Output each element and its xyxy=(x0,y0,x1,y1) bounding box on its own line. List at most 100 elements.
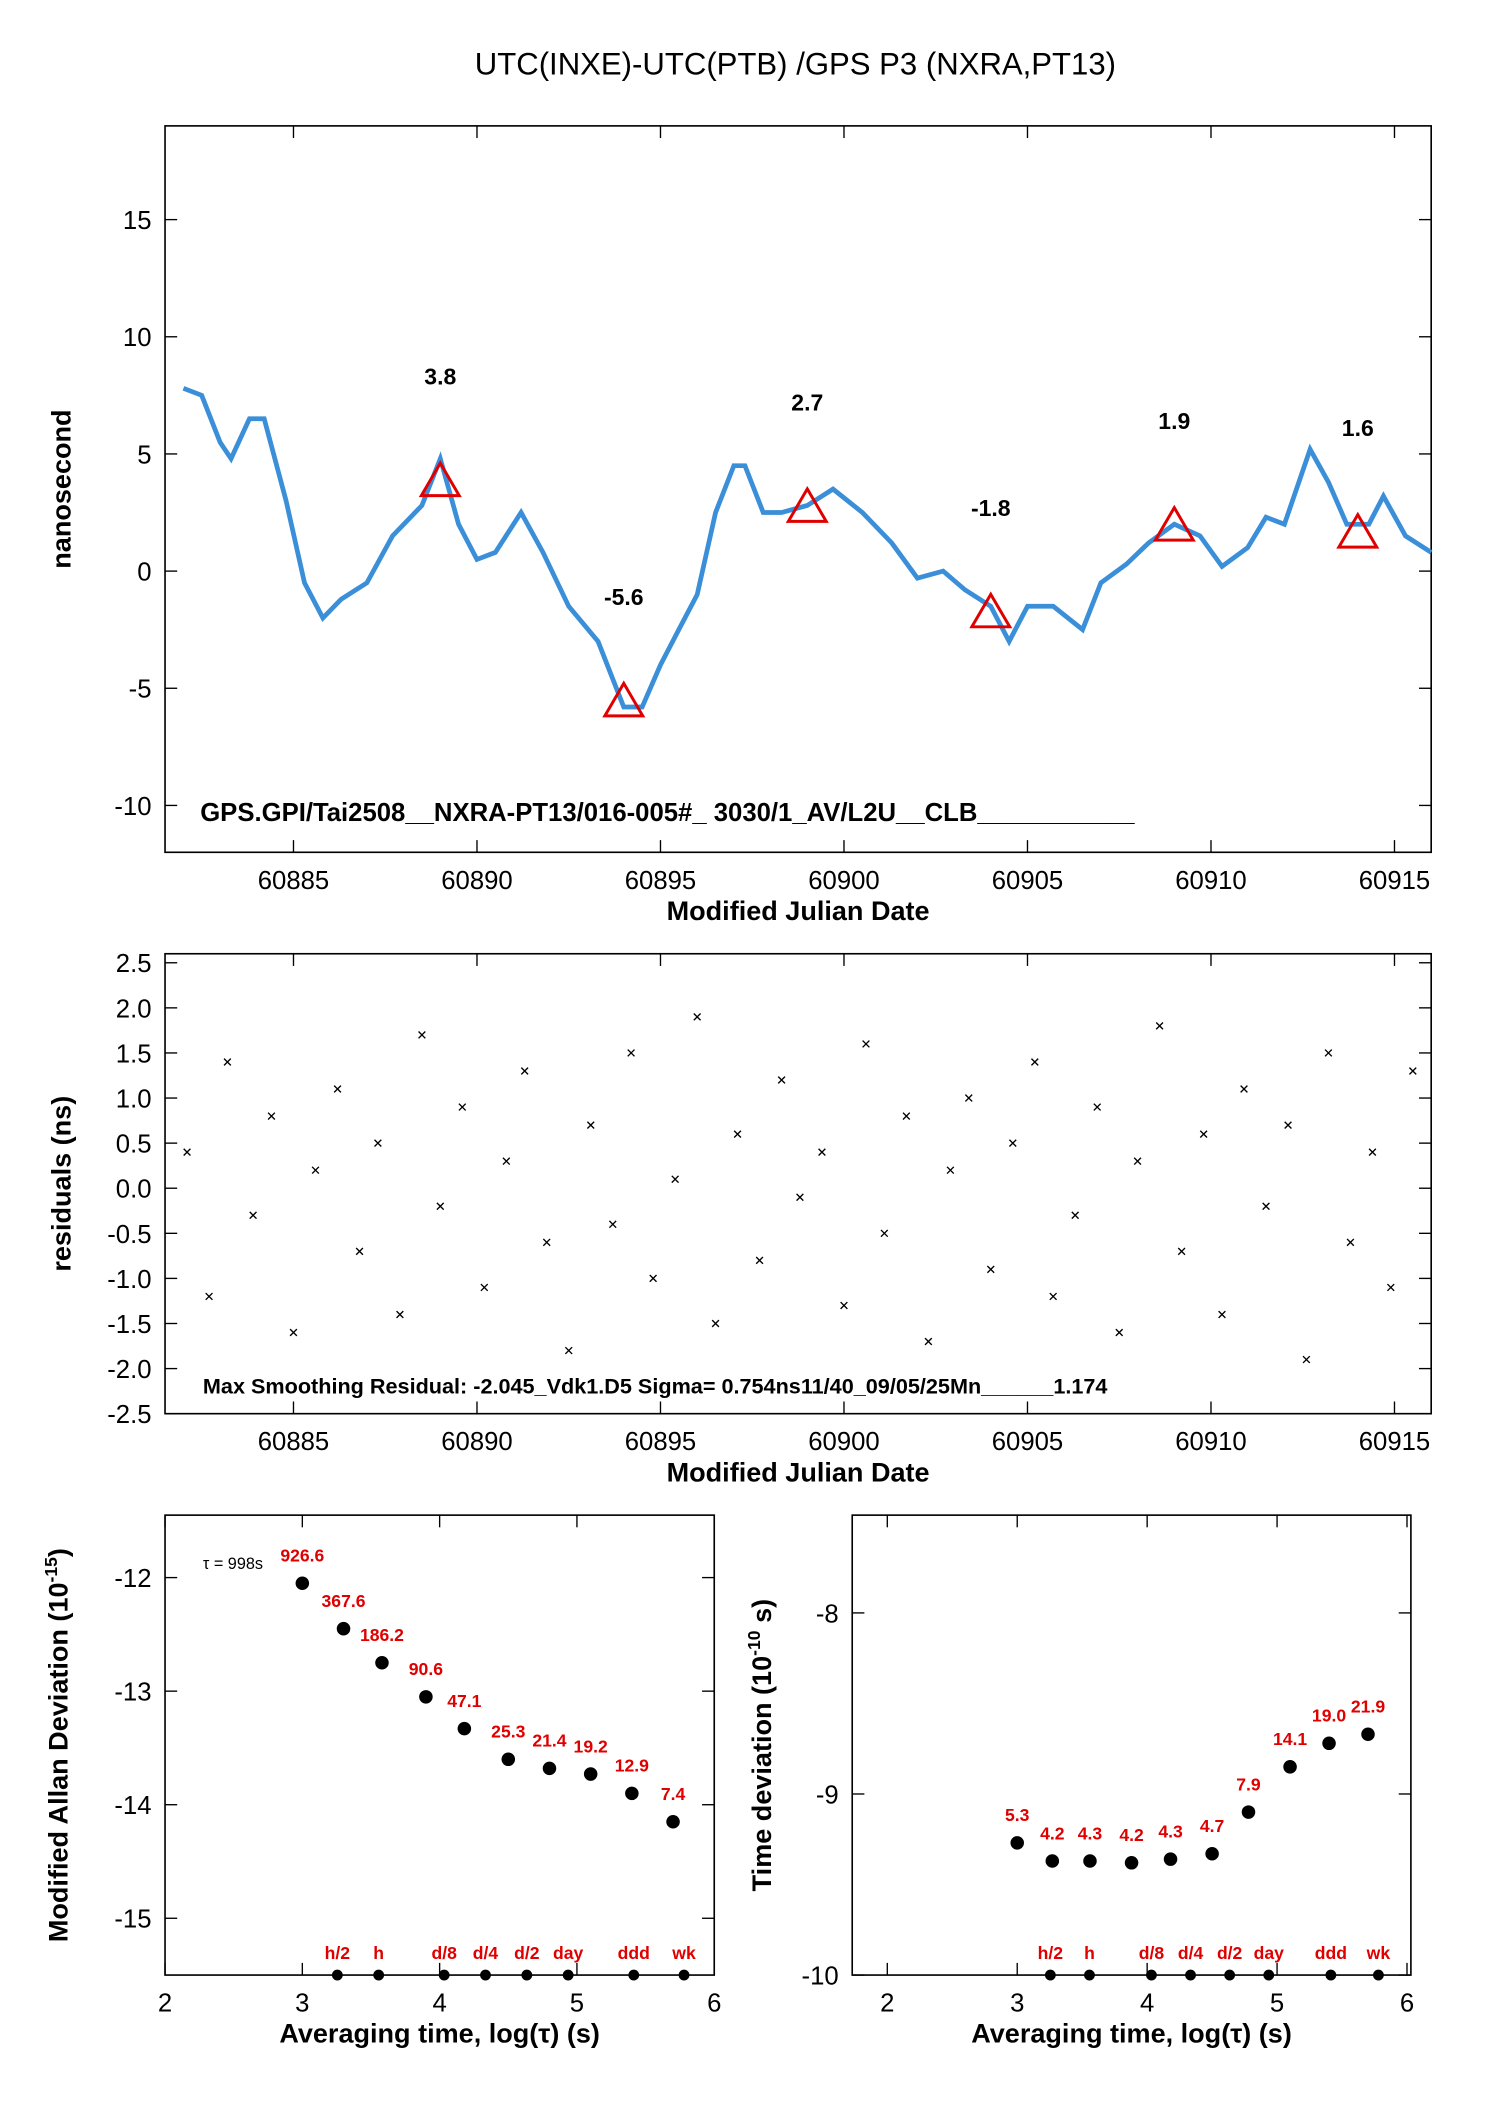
residual-point xyxy=(289,1328,298,1337)
y-tick-label: -2.5 xyxy=(107,1401,151,1429)
residual-point xyxy=(1115,1328,1124,1337)
point-annotation: 4.3 xyxy=(1158,1822,1183,1842)
y-tick-label: -2.0 xyxy=(107,1356,151,1384)
residual-point xyxy=(355,1247,364,1256)
residual-point xyxy=(796,1193,804,1202)
interval-label: d/8 xyxy=(431,1943,457,1963)
y-axis-label: Modified Allan Deviation (10-15) xyxy=(41,1548,74,1942)
plot-frame xyxy=(851,1514,1412,1976)
point-annotation: 47.1 xyxy=(447,1691,481,1711)
y-axis-label-text: residuals (ns) xyxy=(46,1096,76,1272)
residual-point xyxy=(502,1157,511,1166)
x-tick-label: 60900 xyxy=(808,1428,879,1456)
residual-point xyxy=(627,1049,635,1057)
y-axis-label: Time deviation (10-10 s) xyxy=(744,1599,777,1891)
x-tick-label: 60890 xyxy=(441,867,512,895)
y-axis-label-exp: -10 xyxy=(744,1630,764,1656)
point-annotation: 186.2 xyxy=(360,1625,404,1645)
point-annotation: 25.3 xyxy=(491,1722,525,1742)
x-tick-label: 60895 xyxy=(625,1428,696,1456)
residual-point xyxy=(249,1211,257,1220)
residual-point xyxy=(777,1076,786,1084)
x-axis-label: Modified Julian Date xyxy=(667,1457,930,1487)
residual-point xyxy=(608,1220,617,1229)
deviation-point xyxy=(1322,1736,1336,1751)
triangle-label: 1.6 xyxy=(1342,415,1374,441)
triangle-label: -1.8 xyxy=(971,495,1011,521)
residual-point xyxy=(902,1112,911,1120)
y-axis-label: nanosecond xyxy=(46,409,76,568)
residual-point xyxy=(1240,1085,1248,1093)
x-tick-label: 3 xyxy=(295,1990,309,2018)
residual-point xyxy=(333,1085,342,1093)
y-tick-label: -14 xyxy=(114,1792,151,1820)
y-axis-label-text: nanosecond xyxy=(46,409,76,568)
residual-point xyxy=(924,1337,933,1346)
x-tick-label: 60885 xyxy=(258,867,329,895)
residual-point xyxy=(1368,1148,1377,1157)
deviation-point xyxy=(666,1814,680,1829)
residual-point xyxy=(436,1202,445,1211)
residual-point xyxy=(1093,1103,1102,1111)
plot-frame xyxy=(164,125,1432,854)
interval-label: d/2 xyxy=(1217,1943,1243,1963)
plot-frame xyxy=(164,952,1432,1415)
interval-marker xyxy=(628,1969,640,1981)
y-tick-label: 15 xyxy=(123,207,152,235)
interval-label: d/2 xyxy=(514,1943,540,1963)
residual-point xyxy=(649,1274,658,1283)
interval-marker xyxy=(1325,1969,1337,1981)
triangle-marker xyxy=(602,680,646,718)
deviation-point xyxy=(1163,1852,1178,1866)
residual-point xyxy=(564,1346,573,1355)
footer-note: GPS.GPI/Tai2508__NXRA-PT13/016-005#_ 303… xyxy=(200,799,1135,827)
residual-point xyxy=(840,1301,848,1310)
point-annotation: 19.2 xyxy=(574,1736,608,1756)
residual-point xyxy=(755,1256,764,1265)
point-annotation: 4.7 xyxy=(1200,1816,1224,1836)
deviation-point xyxy=(1045,1854,1060,1868)
triangle-label: 1.9 xyxy=(1158,408,1190,434)
deviation-point xyxy=(1205,1846,1219,1861)
interval-label: ddd xyxy=(1315,1943,1347,1963)
triangle-label: 2.7 xyxy=(791,389,823,415)
residual-point xyxy=(1408,1067,1417,1075)
residual-point xyxy=(1346,1238,1355,1247)
interval-label: h/2 xyxy=(325,1943,351,1963)
residual-point xyxy=(671,1175,680,1184)
deviation-point xyxy=(1083,1854,1097,1868)
residual-point xyxy=(693,1013,702,1021)
deviation-point xyxy=(1124,1856,1139,1870)
residual-point xyxy=(986,1265,995,1274)
interval-marker xyxy=(1185,1969,1196,1981)
point-annotation: 7.9 xyxy=(1236,1774,1261,1794)
residual-point xyxy=(946,1166,955,1175)
y-axis-label-exp: -15 xyxy=(41,1557,61,1583)
y-tick-label: -10 xyxy=(802,1963,839,1991)
deviation-point xyxy=(1283,1760,1297,1774)
residual-point xyxy=(1218,1310,1226,1319)
triangle-marker xyxy=(1152,504,1196,542)
y-tick-label: 5 xyxy=(137,441,151,469)
residual-point xyxy=(418,1031,426,1039)
interval-label: h/2 xyxy=(1038,1943,1064,1963)
interval-label: day xyxy=(553,1943,584,1963)
x-tick-label: 60890 xyxy=(441,1428,512,1456)
interval-marker xyxy=(331,1969,343,1981)
y-tick-label: 0 xyxy=(137,559,151,587)
deviation-point xyxy=(1010,1836,1024,1850)
x-tick-label: 60895 xyxy=(625,867,696,895)
tau-note: τ = 998s xyxy=(203,1555,263,1573)
plot-frame xyxy=(164,1514,716,1976)
x-tick-label: 60885 xyxy=(258,1428,329,1456)
deviation-point xyxy=(1241,1805,1256,1819)
residual-point xyxy=(1284,1121,1292,1129)
deviation-point xyxy=(501,1752,516,1767)
triangle-marker xyxy=(418,460,462,498)
triangle-label: 3.8 xyxy=(424,364,456,390)
x-tick-label: 60915 xyxy=(1359,1428,1430,1456)
interval-marker xyxy=(1146,1969,1157,1981)
x-tick-label: 60905 xyxy=(992,867,1063,895)
residual-point xyxy=(1199,1130,1208,1138)
interval-label: h xyxy=(1084,1943,1095,1963)
